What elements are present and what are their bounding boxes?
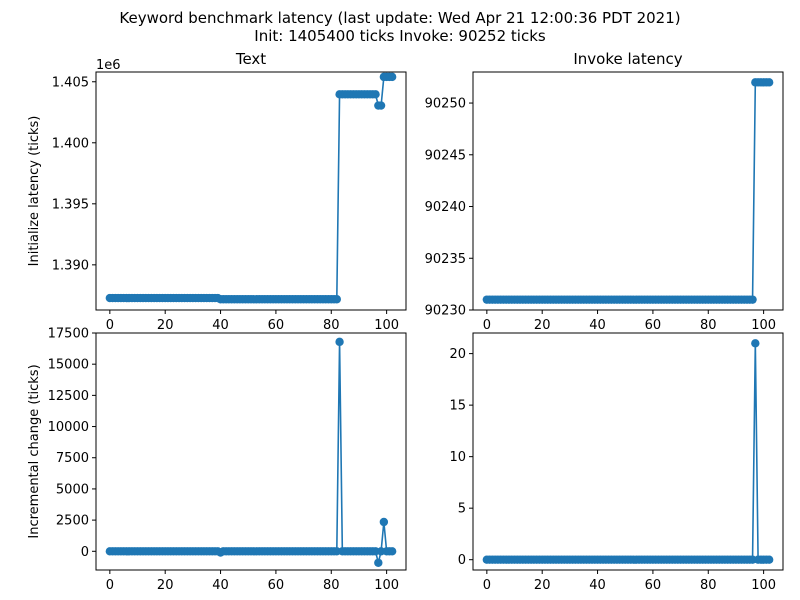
x-tick-label: 100 bbox=[751, 318, 776, 333]
y-tick-label: 1.390 bbox=[52, 258, 89, 273]
x-tick-label: 0 bbox=[483, 578, 491, 593]
x-tick-label: 20 bbox=[157, 318, 174, 333]
y-tick-label: 12500 bbox=[48, 389, 89, 404]
x-tick-label: 80 bbox=[700, 318, 717, 333]
axes-frame bbox=[95, 332, 407, 571]
y-axis-label: Initialize latency (ticks) bbox=[27, 116, 42, 267]
y-tick-label: 90245 bbox=[425, 148, 466, 163]
data-point bbox=[387, 547, 397, 556]
y-axis-label: Incremental change (ticks) bbox=[27, 364, 42, 538]
data-layer bbox=[105, 72, 397, 304]
data-point bbox=[748, 295, 757, 304]
data-point bbox=[764, 555, 774, 564]
x-tick-label: 0 bbox=[106, 578, 114, 593]
y-tick-label: 0 bbox=[458, 553, 466, 568]
data-layer bbox=[482, 339, 774, 564]
data-point bbox=[374, 558, 383, 567]
x-tick-label: 100 bbox=[374, 578, 399, 593]
figure-title-line1: Keyword benchmark latency (last update: … bbox=[119, 9, 680, 27]
x-tick-label: 60 bbox=[268, 578, 285, 593]
data-point bbox=[751, 339, 760, 348]
y-tick-label: 90250 bbox=[425, 97, 466, 112]
y-tick-label: 2500 bbox=[56, 514, 89, 529]
x-tick-label: 20 bbox=[157, 578, 174, 593]
data-point bbox=[371, 90, 380, 99]
x-tick-label: 80 bbox=[323, 318, 340, 333]
data-point bbox=[387, 72, 397, 82]
y-tick-label: 20 bbox=[449, 347, 466, 362]
x-tick-label: 80 bbox=[700, 578, 717, 593]
x-tick-label: 20 bbox=[534, 318, 551, 333]
data-point bbox=[332, 295, 341, 304]
y-tick-label: 10000 bbox=[48, 420, 89, 435]
y-tick-label: 0 bbox=[81, 545, 89, 560]
y-tick-label: 17500 bbox=[48, 327, 89, 342]
subplot-title: Text bbox=[235, 50, 266, 68]
x-tick-label: 40 bbox=[212, 578, 229, 593]
data-point bbox=[764, 78, 774, 87]
y-tick-label: 1.395 bbox=[52, 197, 89, 212]
x-tick-label: 60 bbox=[268, 318, 285, 333]
invoke-delta-plot: 0 20 40 60 80 100 0 5 10 15 20 bbox=[449, 332, 784, 593]
invoke-plot: 0 20 40 60 80 100 90230 90235 90240 90245 90250 Inv… bbox=[425, 50, 784, 333]
subplot-grid: 0 20 40 60 80 1001.3901.3951.4001.405Text1e6I… bbox=[27, 50, 784, 593]
data-point bbox=[379, 517, 389, 527]
x-tick-label: 0 bbox=[483, 318, 491, 333]
y-tick-label: 7500 bbox=[56, 451, 89, 466]
x-tick-label: 100 bbox=[751, 578, 776, 593]
x-tick-label: 80 bbox=[323, 578, 340, 593]
axes-frame bbox=[95, 71, 407, 311]
y-tick-label: 5 bbox=[458, 502, 466, 517]
text-delta-plot: 0 20 40 60 80 100 0 2500 5000 7500 10000 12500 15000… bbox=[27, 327, 407, 593]
text-plot: 0 20 40 60 80 100 1.390 1.395 1.400 1.405 Text 1e6 I… bbox=[27, 50, 407, 333]
data-layer bbox=[105, 337, 397, 567]
y-tick-label: 15 bbox=[449, 399, 466, 414]
y-tick-label: 1.405 bbox=[52, 75, 89, 90]
figure-title-line2: Init: 1405400 ticks Invoke: 90252 ticks bbox=[254, 27, 546, 45]
y-tick-label: 15000 bbox=[48, 358, 89, 373]
y-tick-label: 90235 bbox=[425, 252, 466, 267]
x-tick-label: 20 bbox=[534, 578, 551, 593]
axes-frame bbox=[472, 332, 784, 571]
x-tick-label: 40 bbox=[212, 318, 229, 333]
x-tick-label: 0 bbox=[106, 318, 114, 333]
axis-offset-label: 1e6 bbox=[96, 58, 121, 73]
x-tick-label: 100 bbox=[374, 318, 399, 333]
x-tick-label: 40 bbox=[589, 578, 606, 593]
subplot-title: Invoke latency bbox=[573, 50, 682, 68]
y-tick-label: 10 bbox=[449, 450, 466, 465]
y-tick-label: 1.400 bbox=[52, 136, 89, 151]
x-tick-label: 60 bbox=[645, 578, 662, 593]
y-tick-label: 5000 bbox=[56, 482, 89, 497]
data-point bbox=[376, 101, 386, 110]
x-tick-label: 60 bbox=[645, 318, 662, 333]
axes-frame bbox=[472, 71, 784, 311]
data-layer bbox=[482, 78, 774, 304]
x-tick-label: 40 bbox=[589, 318, 606, 333]
y-tick-label: 90230 bbox=[425, 304, 466, 319]
y-tick-label: 90240 bbox=[425, 200, 466, 215]
data-point bbox=[335, 337, 344, 347]
